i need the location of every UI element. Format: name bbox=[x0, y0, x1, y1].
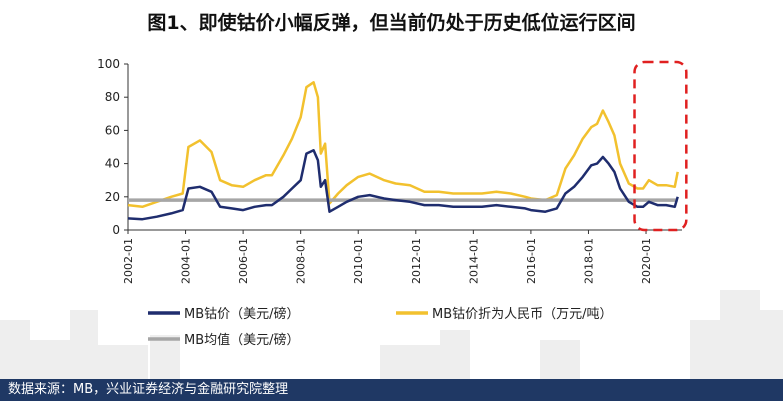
legend-item-mb-usd: MB钴价（美元/磅） bbox=[148, 306, 300, 322]
y-tick-label: 40 bbox=[105, 157, 120, 171]
axes: 0 20 40 60 80 100 2002-01 2004-01 2006-01 2008-01… bbox=[97, 57, 682, 284]
x-tick-label: 2008-01 bbox=[295, 238, 308, 284]
legend-label: MB钴价（美元/磅） bbox=[184, 306, 300, 322]
skyline-decoration bbox=[0, 290, 783, 379]
highlight-box bbox=[633, 60, 688, 232]
x-tick-label: 2006-01 bbox=[237, 238, 250, 284]
y-tick-label: 20 bbox=[105, 190, 120, 204]
series-line-mb-rmb bbox=[127, 81, 679, 209]
source-footer: 数据来源：MB，兴业证券经济与金融研究院整理 bbox=[0, 379, 783, 401]
y-tick-label: 0 bbox=[112, 223, 120, 237]
line-chart: 0 20 40 60 80 100 2002-01 2004-01 2006-01 2008-01… bbox=[0, 57, 783, 379]
legend-item-mb-rmb: MB钴价折为人民币（万元/吨） bbox=[396, 307, 613, 322]
x-tick-label: 2012-01 bbox=[410, 238, 423, 284]
series-line-mb-usd bbox=[127, 149, 679, 221]
x-tick-label: 2004-01 bbox=[180, 238, 193, 284]
chart-title: 图1、即使钴价小幅反弹，但当前仍处于历史低位运行区间 bbox=[147, 12, 636, 34]
y-tick-label: 80 bbox=[105, 90, 120, 104]
x-tick-label: 2016-01 bbox=[525, 238, 538, 284]
y-tick-label: 60 bbox=[105, 123, 120, 137]
x-tick-label: 2018-01 bbox=[582, 238, 595, 284]
legend-label: MB钴价折为人民币（万元/吨） bbox=[432, 307, 613, 322]
x-tick-label: 2014-01 bbox=[467, 238, 480, 284]
x-tick-label: 2020-01 bbox=[640, 238, 653, 284]
y-tick-label: 100 bbox=[97, 57, 120, 71]
series-layer bbox=[127, 60, 688, 232]
legend: MB钴价（美元/磅） MB钴价折为人民币（万元/吨） MB均值（美元/磅） bbox=[148, 306, 613, 348]
x-tick-label: 2010-01 bbox=[352, 238, 365, 284]
x-tick-label: 2002-01 bbox=[122, 238, 135, 284]
legend-label: MB均值（美元/磅） bbox=[184, 332, 300, 348]
legend-item-mb-average: MB均值（美元/磅） bbox=[148, 332, 300, 348]
